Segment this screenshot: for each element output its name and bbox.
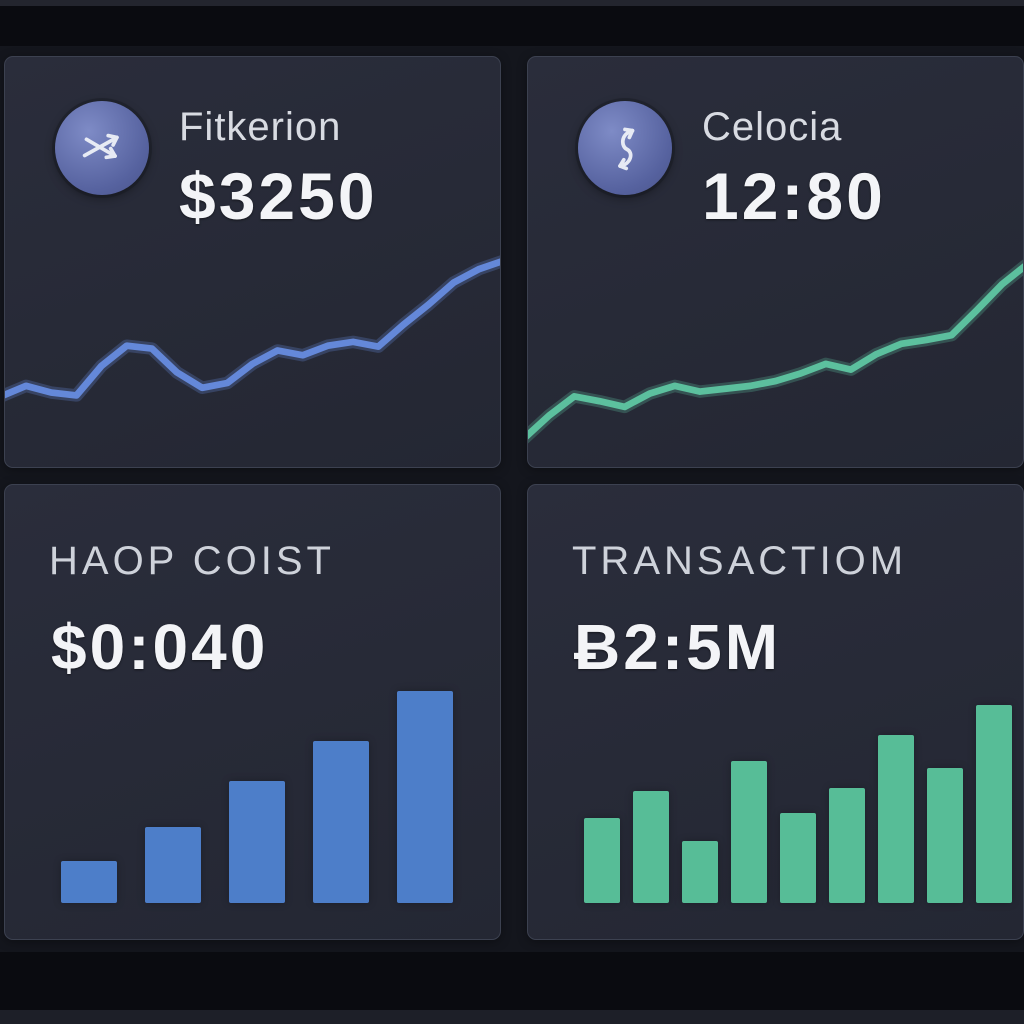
bar (145, 827, 201, 903)
bar (313, 741, 369, 903)
stat-card-transactiom[interactable]: TRANSACTIOM Ƀ2:5M (527, 484, 1024, 940)
stat-card-haop-coist[interactable]: HAOP COIST $0:040 (4, 484, 501, 940)
celocia-line-chart (528, 251, 1023, 467)
asset-title: Celocia (702, 105, 843, 149)
card-header-text: Fitkerion $3250 (179, 101, 378, 234)
bar (229, 781, 285, 903)
dashboard-grid: Fitkerion $3250 Celocia 12:80 HAOP COIST (4, 56, 1024, 940)
card-header-text: Celocia 12:80 (702, 101, 886, 234)
stat-title: HAOP COIST (49, 539, 335, 583)
asset-card-celocia[interactable]: Celocia 12:80 (527, 56, 1024, 468)
refresh-arrows-icon (578, 101, 672, 195)
stat-value: Ƀ2:5M (574, 611, 782, 683)
bar (780, 813, 816, 903)
transactiom-bar-chart (584, 705, 1012, 903)
asset-value: 12:80 (702, 159, 886, 233)
swap-arrows-icon (55, 101, 149, 195)
bar (829, 788, 865, 903)
bar (61, 861, 117, 903)
bottom-strip (0, 952, 1024, 1024)
bar (731, 761, 767, 903)
bar (927, 768, 963, 903)
bar (584, 818, 620, 903)
haop-coist-bar-chart (61, 691, 453, 903)
top-strip (0, 0, 1024, 46)
asset-title: Fitkerion (179, 105, 342, 149)
fitkerion-line-chart (5, 251, 500, 467)
bar (397, 691, 453, 903)
card-header: Celocia 12:80 (528, 57, 1023, 234)
asset-value: $3250 (179, 159, 378, 233)
bar (633, 791, 669, 903)
card-header: Fitkerion $3250 (5, 57, 500, 234)
bar (682, 841, 718, 903)
bar (976, 705, 1012, 903)
stat-title: TRANSACTIOM (572, 539, 908, 583)
stat-value: $0:040 (51, 611, 269, 683)
asset-card-fitkerion[interactable]: Fitkerion $3250 (4, 56, 501, 468)
bar (878, 735, 914, 903)
